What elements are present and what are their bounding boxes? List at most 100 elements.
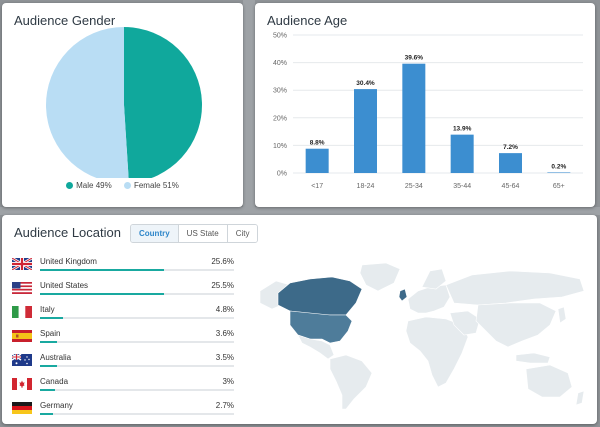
percent-bar-fill (40, 269, 165, 271)
country-name: United Kingdom (40, 257, 97, 266)
x-tick-label: 35-44 (453, 183, 471, 190)
list-item: Canada 3% (12, 374, 234, 398)
map-middle-east (449, 310, 481, 336)
australia-flag-icon (12, 354, 32, 366)
map-europe (407, 284, 451, 314)
location-list: United Kingdom 25.6% United States 25.5% (12, 254, 234, 422)
audience-location-title: Audience Location (14, 225, 121, 240)
map-greenland (359, 263, 401, 292)
tab-us-state[interactable]: US State (178, 225, 228, 242)
location-tabs: Country US State City (130, 224, 259, 243)
percent-bar-fill (40, 413, 54, 415)
canada-flag-icon (12, 378, 32, 390)
percent-bar-fill (40, 389, 55, 391)
country-percent: 3.5% (215, 353, 234, 362)
legend-female-label: Female (133, 181, 161, 190)
x-tick-label: 65+ (553, 183, 565, 190)
bar-65+ (547, 172, 571, 173)
country-name: Australia (40, 353, 72, 362)
bar-18-24 (354, 89, 377, 173)
bar-<17 (305, 148, 329, 173)
list-item: United Kingdom 25.6% (12, 254, 234, 278)
percent-bar-track (40, 365, 234, 367)
y-tick-label: 20% (273, 115, 287, 122)
tab-country[interactable]: Country (131, 225, 179, 242)
italy-flag-icon (12, 306, 32, 318)
audience-age-card: Audience Age 0% 10% 20% 30% 40% 50% 8.8% <17 30.… (255, 3, 595, 207)
y-tick-label: 40% (273, 60, 287, 67)
bar-value-label: 8.8% (310, 140, 325, 147)
male-color-dot (66, 182, 74, 189)
country-name: Germany (40, 401, 73, 410)
map-russia (445, 270, 585, 306)
list-item: Australia 3.5% (12, 350, 234, 374)
list-item: United States 25.5% (12, 278, 234, 302)
percent-bar-track (40, 413, 234, 415)
audience-gender-title: Audience Gender (14, 13, 116, 28)
percent-bar-fill (40, 293, 164, 295)
percent-bar-fill (40, 341, 58, 343)
legend-male-label: Male (76, 181, 94, 190)
bar-value-label: 13.9% (453, 126, 472, 133)
gender-pie-chart (46, 27, 202, 178)
bar-45-64 (499, 153, 522, 173)
background-panel (0, 207, 600, 215)
percent-bar-track (40, 341, 234, 343)
map-asia (475, 302, 557, 348)
legend-item-female: Female 51% (123, 181, 179, 190)
x-tick-label: 25-34 (405, 183, 423, 190)
tab-city[interactable]: City (227, 225, 258, 242)
x-tick-label: 45-64 (502, 183, 520, 190)
pie-slice-female (46, 27, 129, 178)
percent-bar-track (40, 293, 234, 295)
y-tick-label: 30% (273, 88, 287, 95)
bar-value-label: 7.2% (503, 144, 518, 151)
germany-flag-icon (12, 402, 32, 414)
percent-bar-track (40, 269, 234, 271)
percent-bar-track (40, 317, 234, 319)
gender-legend: Male 49% Female 51% (2, 181, 243, 190)
country-name: Canada (40, 377, 69, 386)
pie-slice-male (124, 27, 202, 178)
percent-bar-track (40, 389, 234, 391)
age-bar-chart: 0% 10% 20% 30% 40% 50% 8.8% <17 30.4% 18-24 39.6% 2… (273, 33, 583, 190)
map-canada (277, 276, 363, 316)
country-name: Spain (40, 329, 61, 338)
country-percent: 4.8% (215, 305, 234, 314)
y-tick-label: 50% (273, 33, 287, 40)
bar-25-34 (402, 63, 426, 174)
bar-value-label: 30.4% (356, 80, 375, 87)
bar-value-label: 0.2% (551, 163, 566, 170)
map-south-america (329, 354, 373, 410)
background-panel (243, 0, 255, 210)
audience-gender-card: Audience Gender Male 49% Female 51% (2, 3, 243, 207)
audience-age-title: Audience Age (267, 13, 348, 28)
country-percent: 3.6% (215, 329, 234, 338)
country-percent: 3% (222, 377, 234, 386)
y-tick-label: 0% (277, 171, 287, 178)
x-tick-label: 18-24 (357, 183, 375, 190)
bar-35-44 (450, 134, 474, 173)
female-color-dot (123, 182, 131, 189)
map-australia (525, 364, 573, 398)
list-item: Germany 2.7% (12, 398, 234, 422)
map-uk (398, 288, 408, 302)
list-item: Spain 3.6% (12, 326, 234, 350)
map-japan (557, 306, 567, 324)
map-indonesia (515, 352, 551, 364)
legend-item-male: Male 49% (66, 181, 112, 190)
country-percent: 2.7% (215, 401, 234, 410)
percent-bar-fill (40, 365, 57, 367)
map-africa (405, 316, 469, 388)
x-tick-label: <17 (311, 183, 323, 190)
map-scandinavia (421, 268, 447, 290)
country-percent: 25.5% (211, 281, 234, 290)
legend-female-pct: 51% (162, 181, 179, 190)
world-map (259, 263, 585, 410)
country-name: Italy (40, 305, 55, 314)
country-percent: 25.6% (211, 257, 234, 266)
uk-flag-icon (12, 258, 32, 270)
percent-bar-fill (40, 317, 64, 319)
map-new-zealand (575, 390, 585, 406)
list-item: Italy 4.8% (12, 302, 234, 326)
